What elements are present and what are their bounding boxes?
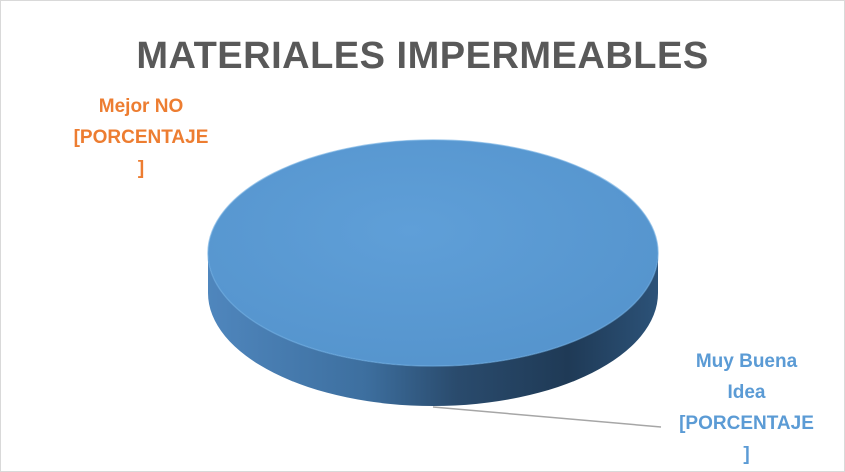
data-label-muy-buena-idea: Muy Buena Idea [PORCENTAJE ]	[664, 346, 829, 470]
data-label-line: ]	[137, 158, 145, 179]
data-label-line: Idea	[727, 382, 766, 403]
data-label-line: Mejor NO	[98, 96, 184, 117]
chart-title: MATERIALES IMPERMEABLES	[136, 35, 709, 77]
data-label-line: Muy Buena	[695, 351, 798, 372]
pie-top-rim	[207, 139, 659, 367]
data-label-line: [PORCENTAJE	[679, 413, 814, 434]
data-label-line: [PORCENTAJE	[73, 127, 209, 148]
data-label-mejor-no: Mejor NO [PORCENTAJE ]	[56, 91, 226, 184]
pie-slice-muy-buena-idea	[208, 140, 658, 366]
data-label-line: ]	[743, 444, 750, 465]
pie-slice-side-muy-buena-idea	[208, 253, 658, 406]
leader-line-muy-buena-idea	[432, 406, 662, 428]
